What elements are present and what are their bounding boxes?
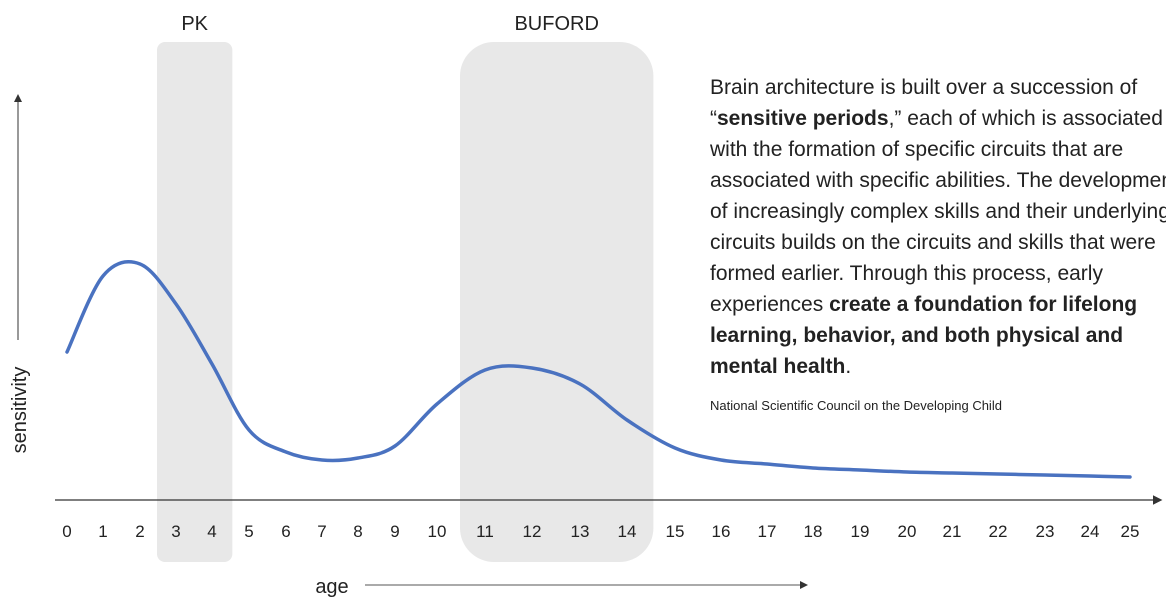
highlight-label: BUFORD (514, 13, 598, 35)
x-tick-label: 25 (1121, 522, 1140, 541)
x-tick-label: 22 (989, 522, 1008, 541)
text: Brain architecture is built over a succe… (710, 76, 1138, 130)
source: National Scientific Council on the Devel… (710, 398, 1002, 413)
x-tick-label: 18 (804, 522, 823, 541)
x-tick-label: 9 (390, 522, 399, 541)
highlight-bands (157, 42, 654, 562)
x-tick-label: 17 (758, 522, 777, 541)
x-tick-label: 23 (1036, 522, 1055, 541)
text-bold: create a foundation for lifelong learnin… (710, 293, 1138, 378)
x-tick-label: 14 (618, 522, 637, 541)
x-tick-label: 15 (666, 522, 685, 541)
y-axis-label: sensitivity (9, 367, 31, 454)
x-tick-label: 3 (171, 522, 180, 541)
description: Brain architecture is built over a succe… (710, 72, 1166, 382)
text: . (845, 355, 852, 378)
x-tick-label: 19 (851, 522, 870, 541)
x-axis-label: age (315, 576, 348, 598)
x-tick-label: 21 (943, 522, 962, 541)
x-tick-label: 16 (712, 522, 731, 541)
x-tick-label: 5 (244, 522, 253, 541)
x-tick-label: 6 (281, 522, 290, 541)
x-tick-label: 13 (571, 522, 590, 541)
x-tick-label: 24 (1081, 522, 1100, 541)
x-tick-label: 11 (476, 522, 494, 541)
text: ,” each of which is associated with the … (710, 107, 1166, 316)
text-bold: sensitive periods (717, 107, 889, 130)
x-tick-label: 2 (135, 522, 144, 541)
x-tick-label: 7 (317, 522, 326, 541)
x-tick-label: 4 (207, 522, 216, 541)
line (65, 260, 1132, 479)
x-tick-label: 0 (62, 522, 71, 541)
x-tick-label: 20 (898, 522, 917, 541)
x-tick-label: 8 (353, 522, 362, 541)
x-tick-label: 10 (428, 522, 447, 541)
x-tick-label: 12 (523, 522, 542, 541)
highlight-label: PK (181, 13, 208, 35)
highlight-band (157, 42, 233, 562)
x-tick-label: 1 (98, 522, 107, 541)
highlight-band (460, 42, 654, 562)
